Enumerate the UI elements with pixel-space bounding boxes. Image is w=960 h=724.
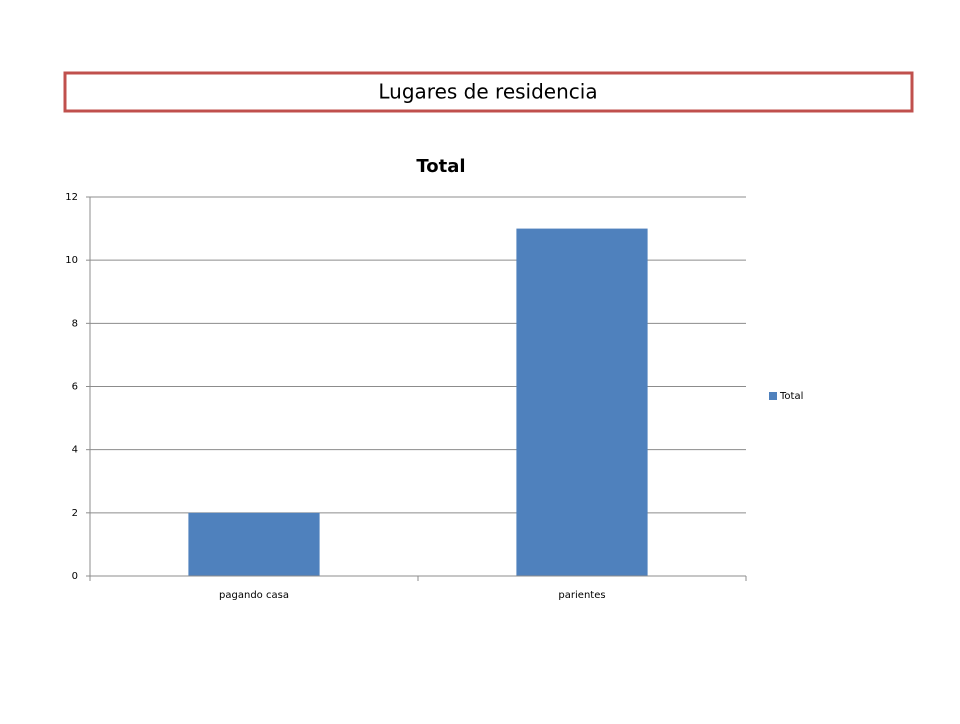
bar [188, 512, 320, 576]
y-tick-label: 12 [65, 192, 78, 203]
bar [516, 228, 648, 577]
y-tick-label: 10 [65, 255, 78, 266]
y-tick-label: 4 [72, 445, 78, 456]
chart-title: Total [416, 156, 465, 177]
y-tick-label: 2 [72, 508, 78, 519]
header-box [63, 71, 914, 113]
x-tick-label: parientes [558, 590, 605, 601]
y-tick-label: 8 [72, 318, 78, 329]
header-title: Lugares de residencia [378, 80, 597, 104]
y-tick-label: 6 [72, 382, 78, 393]
legend-swatch [769, 392, 777, 400]
y-tick-label: 0 [72, 571, 78, 582]
legend-label: Total [779, 391, 803, 402]
x-tick-label: pagando casa [219, 590, 289, 601]
